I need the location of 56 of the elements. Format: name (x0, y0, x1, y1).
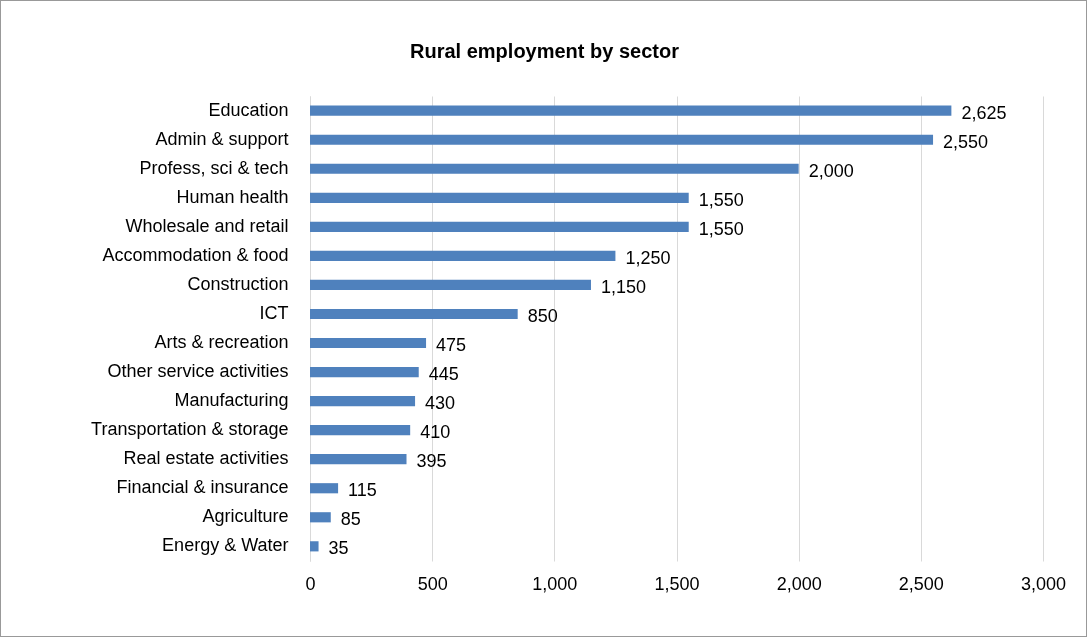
data-label: 1,550 (698, 218, 744, 239)
bar (310, 366, 419, 378)
data-label: 395 (416, 451, 447, 472)
y-tick-label: Human health (176, 186, 289, 207)
x-tick-label: 500 (417, 573, 448, 594)
y-tick-label: Other service activities (107, 361, 289, 382)
data-label: 35 (328, 538, 349, 559)
bar (310, 250, 616, 261)
x-tick-label: 2,000 (776, 573, 822, 594)
bar (310, 337, 427, 349)
data-label: 85 (340, 509, 361, 530)
y-tick-label: Arts & recreation (154, 332, 289, 353)
bar (310, 221, 689, 232)
x-tick-label: 2,500 (898, 573, 944, 594)
data-label: 410 (420, 422, 451, 443)
y-tick-label: Wholesale and retail (125, 215, 289, 236)
bar (310, 134, 934, 145)
y-tick-label: Manufacturing (174, 390, 289, 411)
y-tick-label: Admin & support (155, 128, 289, 149)
x-tick-label: 1,000 (532, 573, 578, 594)
y-tick-label: Accommodation & food (102, 244, 289, 265)
bar (310, 308, 518, 320)
bar (310, 396, 416, 407)
bar (310, 425, 411, 436)
data-label: 1,250 (625, 247, 671, 268)
bar (310, 541, 319, 552)
data-label: 115 (348, 480, 377, 501)
data-label: 1,150 (600, 276, 647, 297)
data-label: 850 (527, 305, 558, 326)
y-tick-label: Construction (187, 273, 289, 294)
y-tick-label: Agriculture (202, 506, 289, 527)
bar (310, 454, 407, 465)
y-tick-label: Profess, sci & tech (139, 157, 289, 178)
data-label: 2,625 (961, 102, 1007, 123)
y-tick-label: Real estate activities (123, 448, 289, 469)
bar (310, 279, 591, 291)
bar (310, 163, 799, 174)
y-tick-label: Energy & Water (162, 535, 289, 556)
chart-title: Rural employment by sector (410, 40, 680, 62)
bar (310, 483, 339, 494)
data-label: 430 (425, 393, 456, 414)
data-label: 2,000 (808, 160, 854, 181)
data-label: 1,550 (698, 189, 744, 210)
y-tick-label: ICT (259, 302, 289, 323)
bar (310, 512, 331, 523)
y-tick-label: Transportation & storage (91, 419, 289, 440)
y-tick-label: Education (208, 99, 289, 120)
data-label: 445 (428, 364, 459, 385)
bar (310, 192, 689, 203)
bar (310, 105, 952, 116)
data-label: 2,550 (943, 131, 989, 152)
data-label: 475 (436, 335, 467, 356)
y-tick-label: Financial & insurance (116, 477, 289, 498)
x-tick-label: 0 (305, 573, 316, 594)
x-tick-label: 3,000 (1020, 573, 1067, 594)
x-tick-label: 1,500 (654, 573, 700, 594)
